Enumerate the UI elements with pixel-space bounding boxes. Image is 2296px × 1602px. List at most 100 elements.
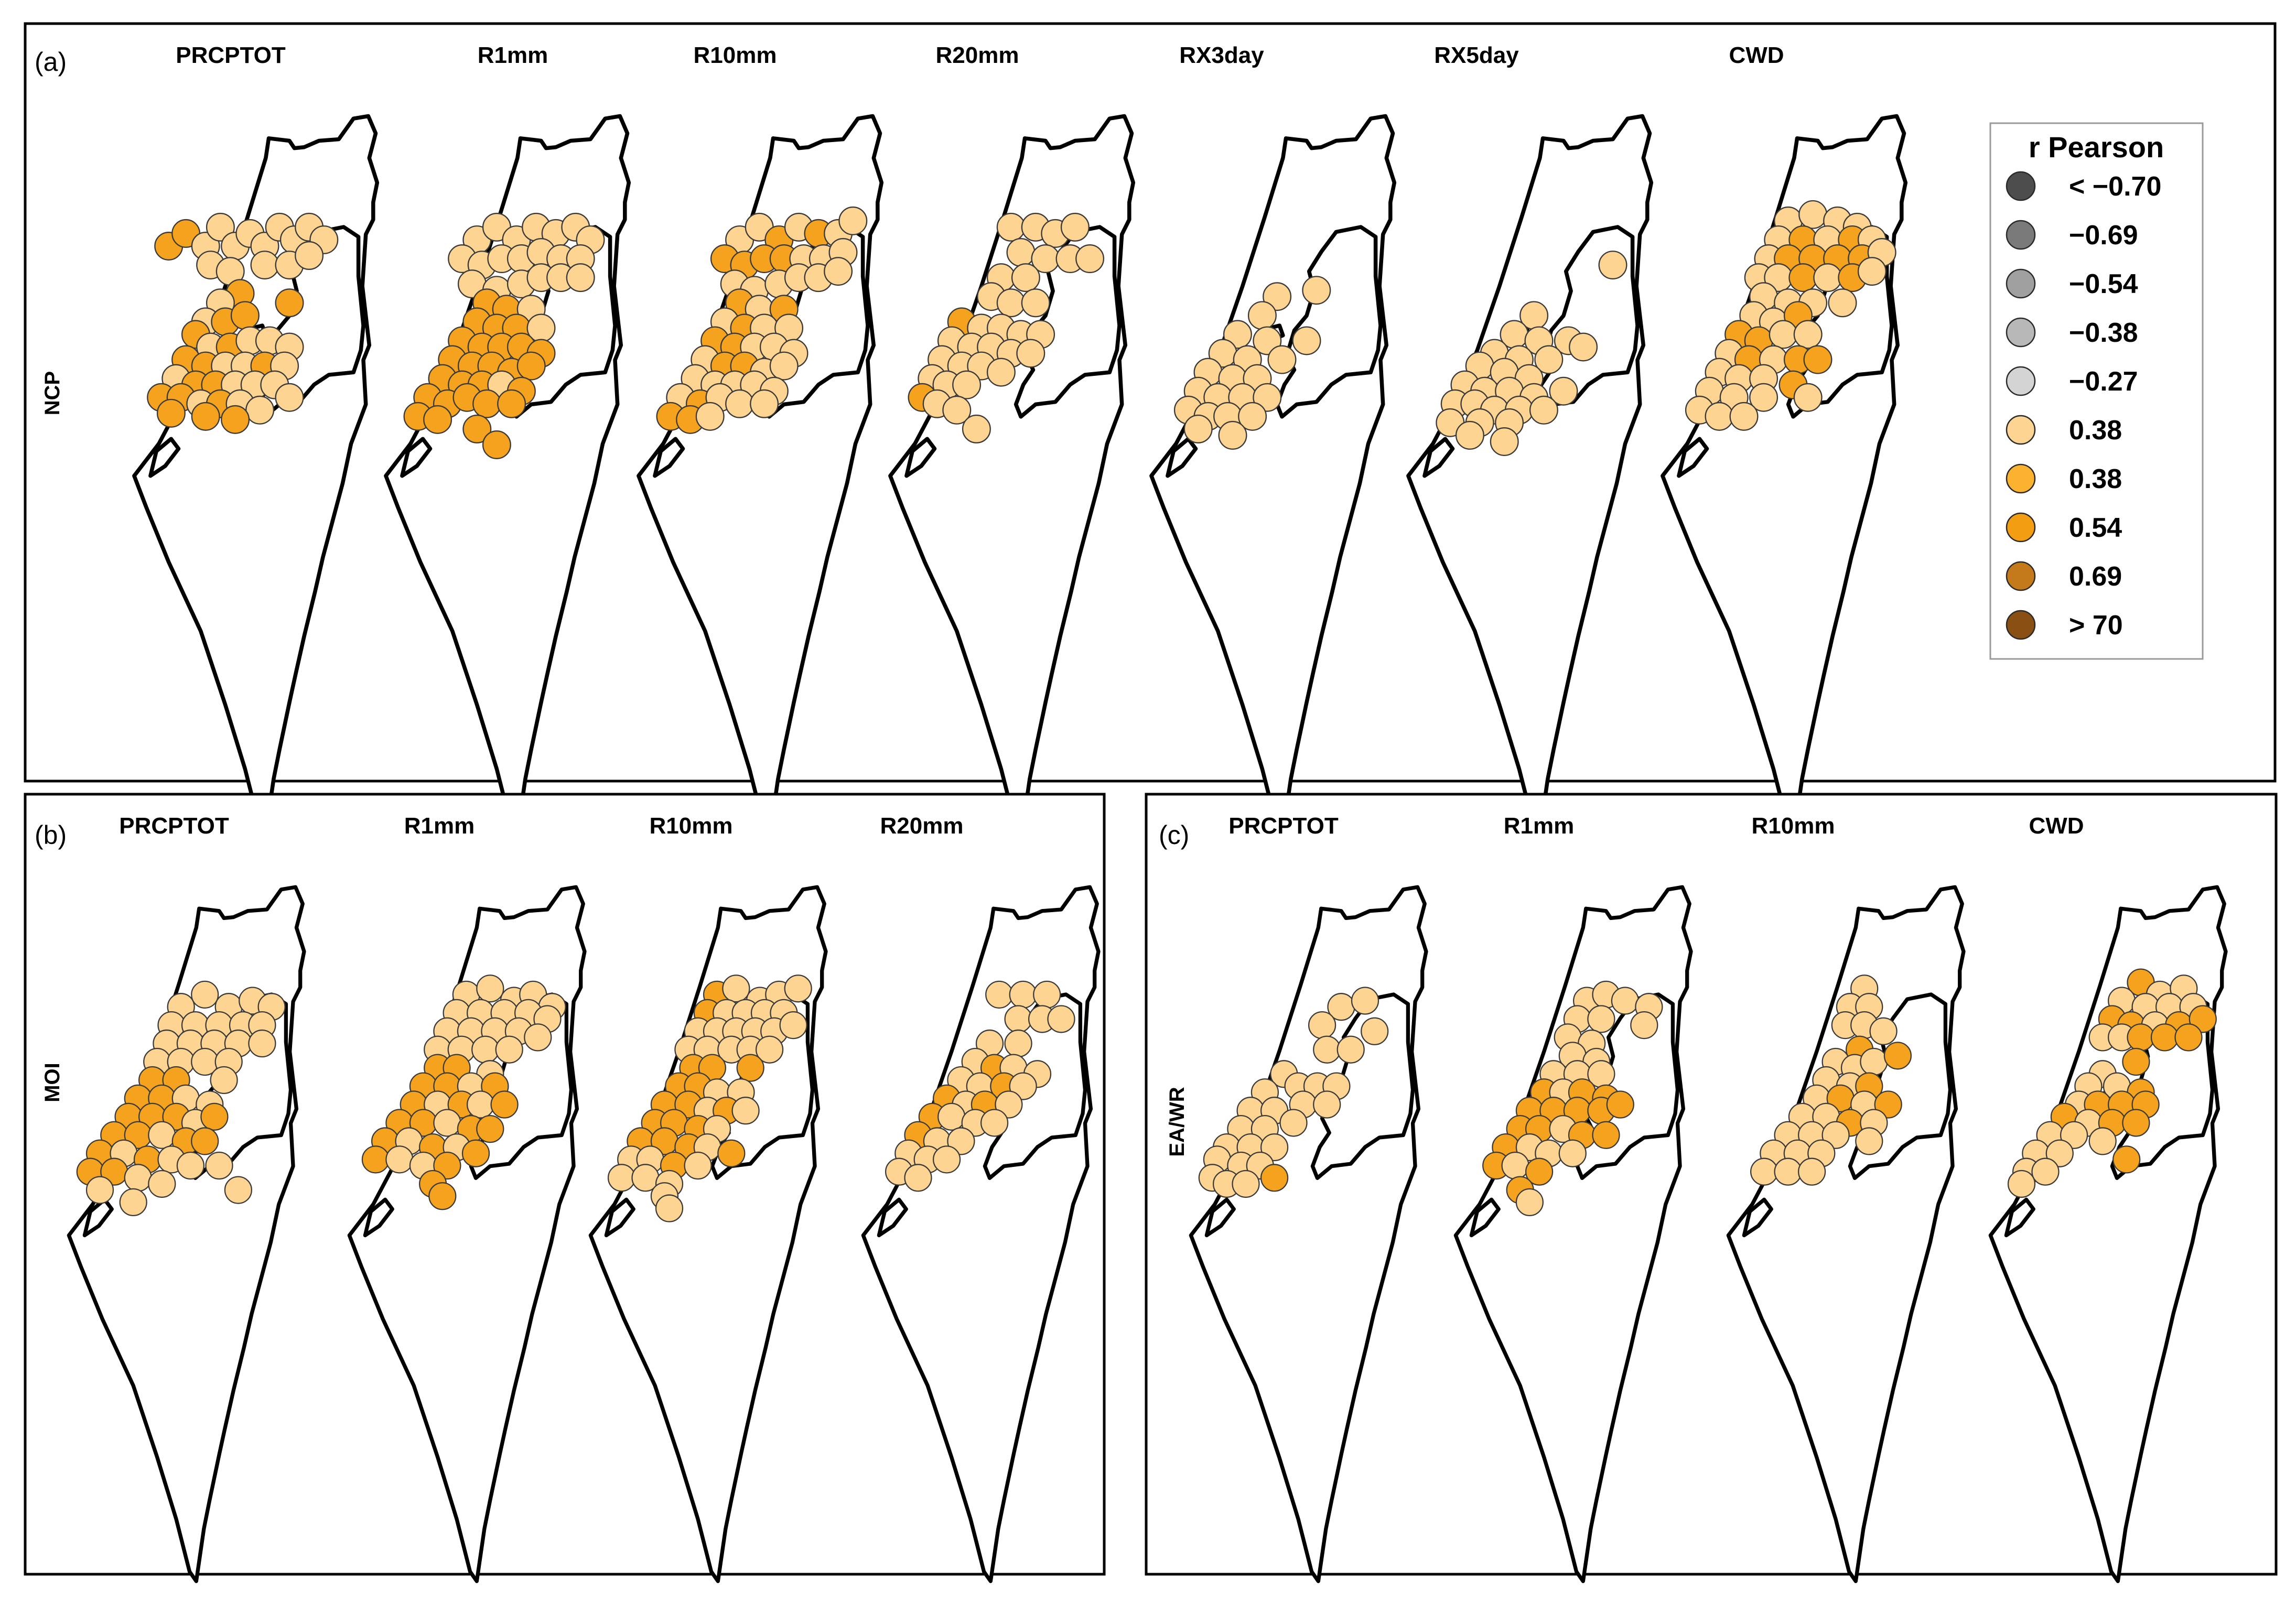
- legend: r Pearson < −0.70 −0.69 −0.54 −0.38 −0.27 0.3…: [1989, 122, 2204, 660]
- country-outline: [1408, 116, 1651, 834]
- map-title: R1mm: [404, 813, 475, 839]
- station-marker: [1857, 257, 1887, 286]
- legend-swatch: [2006, 512, 2036, 543]
- station-marker: [156, 398, 186, 428]
- station-marker: [1011, 263, 1040, 293]
- station-marker: [1883, 1042, 1912, 1070]
- station-marker: [985, 980, 1014, 1009]
- station-marker: [119, 1188, 147, 1217]
- legend-label: −0.54: [2069, 269, 2138, 299]
- station-markers: [1750, 975, 1912, 1186]
- station-marker: [176, 1151, 205, 1180]
- legend-label: 0.38: [2069, 464, 2122, 494]
- country-outline: [386, 116, 629, 834]
- station-marker: [1803, 345, 1833, 374]
- station-marker: [769, 351, 799, 381]
- station-marker: [385, 1145, 414, 1174]
- station-marker: [191, 1127, 219, 1155]
- agency-label: NCP: [41, 371, 64, 415]
- station-marker: [85, 1176, 114, 1204]
- station-marker: [471, 1035, 500, 1064]
- station-marker: [1798, 200, 1828, 229]
- station-marker: [1308, 1011, 1336, 1040]
- station-marker: [2088, 1127, 2117, 1155]
- map-r10mm: R10mm: [1728, 813, 1964, 1581]
- station-marker: [1260, 1164, 1289, 1192]
- station-marker: [248, 1029, 276, 1058]
- station-markers: [885, 980, 1075, 1192]
- station-markers: [1436, 251, 1627, 456]
- station-marker: [1813, 263, 1842, 293]
- map-prcptot: PRCPTOT: [69, 813, 304, 1581]
- map-cwd: CWD: [1990, 813, 2226, 1581]
- station-marker: [566, 263, 595, 293]
- map-title: PRCPTOT: [1228, 813, 1339, 839]
- station-marker: [428, 1182, 457, 1210]
- map-title: R20mm: [936, 42, 1019, 68]
- map-title: RX5day: [1434, 42, 1519, 68]
- station-marker: [472, 389, 502, 418]
- station-markers: [1173, 276, 1331, 450]
- station-marker: [497, 389, 526, 418]
- station-marker: [2127, 1023, 2155, 1052]
- station-marker: [1361, 1017, 1389, 1045]
- station-marker: [476, 1115, 504, 1143]
- legend-label: 0.38: [2069, 415, 2122, 446]
- station-marker: [1060, 212, 1090, 242]
- station-marker: [1774, 1157, 1802, 1186]
- station-markers: [1685, 200, 1896, 431]
- station-marker: [1793, 383, 1823, 412]
- station-marker: [1705, 402, 1734, 431]
- station-marker: [1004, 1029, 1032, 1058]
- station-marker: [2122, 1047, 2150, 1076]
- station-marker: [1534, 345, 1564, 374]
- station-markers: [2007, 968, 2217, 1198]
- station-marker: [1336, 1035, 1365, 1064]
- map-prcptot: PRCPTOT: [134, 42, 377, 833]
- station-marker: [124, 1164, 152, 1192]
- legend-item: −0.38: [2006, 317, 2138, 348]
- station-marker: [1455, 420, 1484, 450]
- legend-item: −0.54: [2006, 268, 2138, 299]
- station-marker: [684, 1151, 712, 1180]
- station-marker: [1047, 1005, 1075, 1033]
- station-marker: [423, 405, 452, 434]
- station-marker: [295, 241, 324, 270]
- station-marker: [221, 405, 250, 434]
- station-marker: [904, 1164, 932, 1192]
- legend-label: −0.27: [2069, 366, 2138, 397]
- station-marker: [1075, 244, 1105, 274]
- station-marker: [1313, 1035, 1341, 1064]
- station-marker: [205, 1151, 233, 1180]
- station-marker: [750, 389, 779, 418]
- station-marker: [1828, 288, 1857, 318]
- station-marker: [1033, 980, 1061, 1009]
- station-marker: [2150, 1023, 2179, 1052]
- station-marker: [937, 1102, 966, 1131]
- legend-item: 0.54: [2006, 512, 2122, 543]
- station-markers: [147, 212, 339, 434]
- station-marker: [838, 206, 868, 235]
- legend-item: −0.27: [2006, 366, 2138, 397]
- station-marker: [942, 395, 972, 425]
- legend-label: < −0.70: [2069, 171, 2161, 202]
- legend-label: 0.69: [2069, 561, 2122, 592]
- station-marker: [495, 1035, 523, 1064]
- station-markers: [656, 206, 868, 434]
- map-title: R1mm: [478, 42, 548, 68]
- legend-swatch: [2006, 268, 2036, 299]
- station-marker: [779, 1011, 807, 1040]
- station-marker: [1569, 332, 1598, 362]
- station-marker: [148, 1170, 176, 1198]
- legend-item: 0.38: [2006, 463, 2122, 494]
- station-marker: [725, 389, 754, 418]
- legend-item: 0.38: [2006, 415, 2122, 446]
- station-marker: [1525, 1157, 1554, 1186]
- map-title: R10mm: [650, 813, 733, 839]
- legend-label: 0.54: [2069, 513, 2122, 543]
- station-marker: [1606, 1090, 1634, 1119]
- station-marker: [607, 1164, 636, 1192]
- station-marker: [1750, 1157, 1778, 1186]
- station-marker: [1218, 420, 1247, 450]
- station-marker: [245, 395, 275, 425]
